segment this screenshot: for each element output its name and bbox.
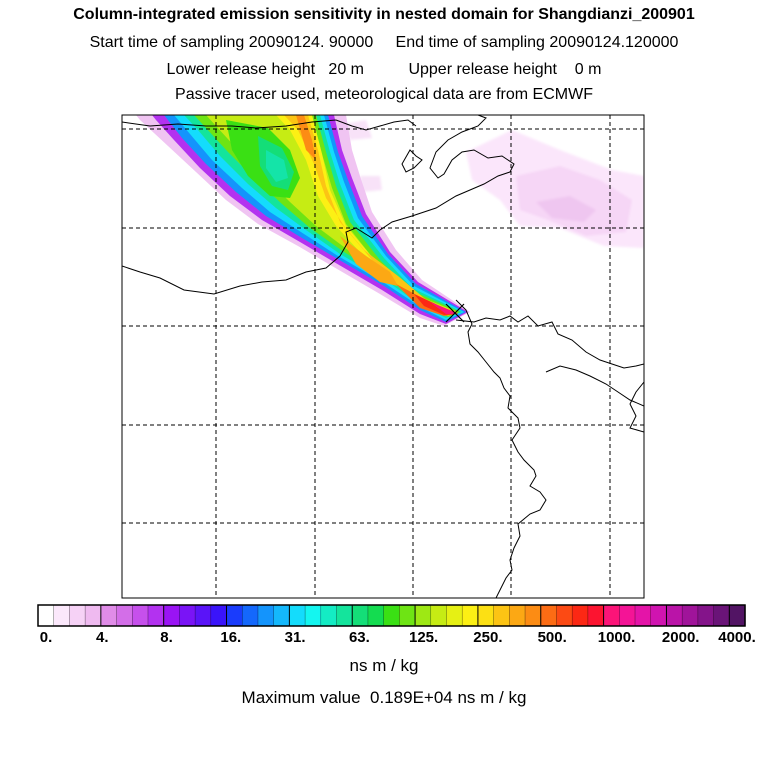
colorbar-swatch — [462, 605, 479, 626]
colorbar-swatch — [147, 605, 165, 626]
colorbar-swatch — [210, 605, 228, 626]
map-frame — [121, 114, 645, 599]
colorbar-swatch — [603, 605, 620, 626]
colorbar-swatch — [493, 605, 510, 626]
colorbar-frame — [37, 604, 746, 627]
colorbar-swatch — [430, 605, 448, 626]
colorbar-swatch — [367, 605, 385, 626]
colorbar-tick-label: 2000. — [661, 629, 700, 646]
colorbar — [38, 605, 746, 626]
release-height-line: Lower release height 20 m Upper release … — [166, 61, 602, 78]
colorbar-swatch — [38, 605, 55, 626]
colorbar-swatch — [713, 605, 730, 626]
colorbar-swatch — [336, 605, 353, 626]
colorbar-swatch — [132, 605, 149, 626]
coastlines — [122, 115, 644, 598]
colorbar-swatch — [635, 605, 652, 626]
colorbar-tick-label: 8. — [160, 629, 173, 646]
colorbar-tick-label: 16. — [220, 629, 242, 646]
colorbar-swatch — [666, 605, 683, 626]
colorbar-swatch — [242, 605, 259, 626]
colorbar-swatch — [53, 605, 71, 626]
colorbar-swatch — [195, 605, 212, 626]
colorbar-swatch — [650, 605, 668, 626]
colorbar-tick-label: 31. — [284, 629, 306, 646]
colorbar-swatch — [273, 605, 290, 626]
colorbar-swatch — [226, 605, 243, 626]
gridlines — [122, 115, 644, 598]
sampling-time-line: Start time of sampling 20090124. 90000 E… — [89, 34, 679, 51]
colorbar-swatch — [116, 605, 133, 626]
colorbar-swatch — [305, 605, 322, 626]
colorbar-tick-label: 500. — [537, 629, 567, 646]
colorbar-swatch — [69, 605, 86, 626]
colorbar-tick-label: 125. — [408, 629, 439, 646]
colorbar-swatch — [85, 605, 102, 626]
colorbar-tick-label: 4000. — [718, 629, 756, 646]
plot-title: Column-integrated emission sensitivity i… — [73, 6, 695, 23]
colorbar-swatch — [509, 605, 526, 626]
colorbar-swatch — [572, 605, 589, 626]
colorbar-swatch — [399, 605, 416, 626]
maximum-value-text: Maximum value 0.189E+04 ns m / kg — [241, 688, 527, 707]
station-x-marker — [445, 303, 465, 323]
colorbar-tick-label: 63. — [348, 629, 370, 646]
colorbar-tick-label: 250. — [473, 629, 503, 646]
colorbar-swatch — [477, 605, 495, 626]
colorbar-tick-label: 1000. — [597, 629, 636, 646]
colorbar-swatch — [257, 605, 275, 626]
colorbar-swatch — [587, 605, 605, 626]
colorbar-swatch — [179, 605, 196, 626]
colorbar-swatch — [697, 605, 715, 626]
sensitivity-plume — [136, 115, 470, 326]
colorbar-swatch — [415, 605, 432, 626]
colorbar-swatch — [100, 605, 118, 626]
colorbar-tick-label: 0. — [39, 629, 53, 646]
sensitivity-patch-northeast — [344, 120, 644, 248]
colorbar-swatch — [163, 605, 180, 626]
colorbar-swatch — [525, 605, 542, 626]
colorbar-swatch — [383, 605, 400, 626]
tracer-info-line: Passive tracer used, meteorological data… — [175, 86, 593, 103]
colorbar-swatch — [320, 605, 338, 626]
colorbar-swatch — [540, 605, 558, 626]
colorbar-swatch — [352, 605, 369, 626]
colorbar-units: ns m / kg — [349, 656, 419, 675]
colorbar-swatch — [729, 605, 746, 626]
colorbar-swatch — [289, 605, 306, 626]
colorbar-swatch — [556, 605, 573, 626]
colorbar-tick-label: 4. — [96, 629, 109, 646]
colorbar-swatch — [619, 605, 636, 626]
colorbar-swatch — [446, 605, 463, 626]
colorbar-swatch — [682, 605, 699, 626]
